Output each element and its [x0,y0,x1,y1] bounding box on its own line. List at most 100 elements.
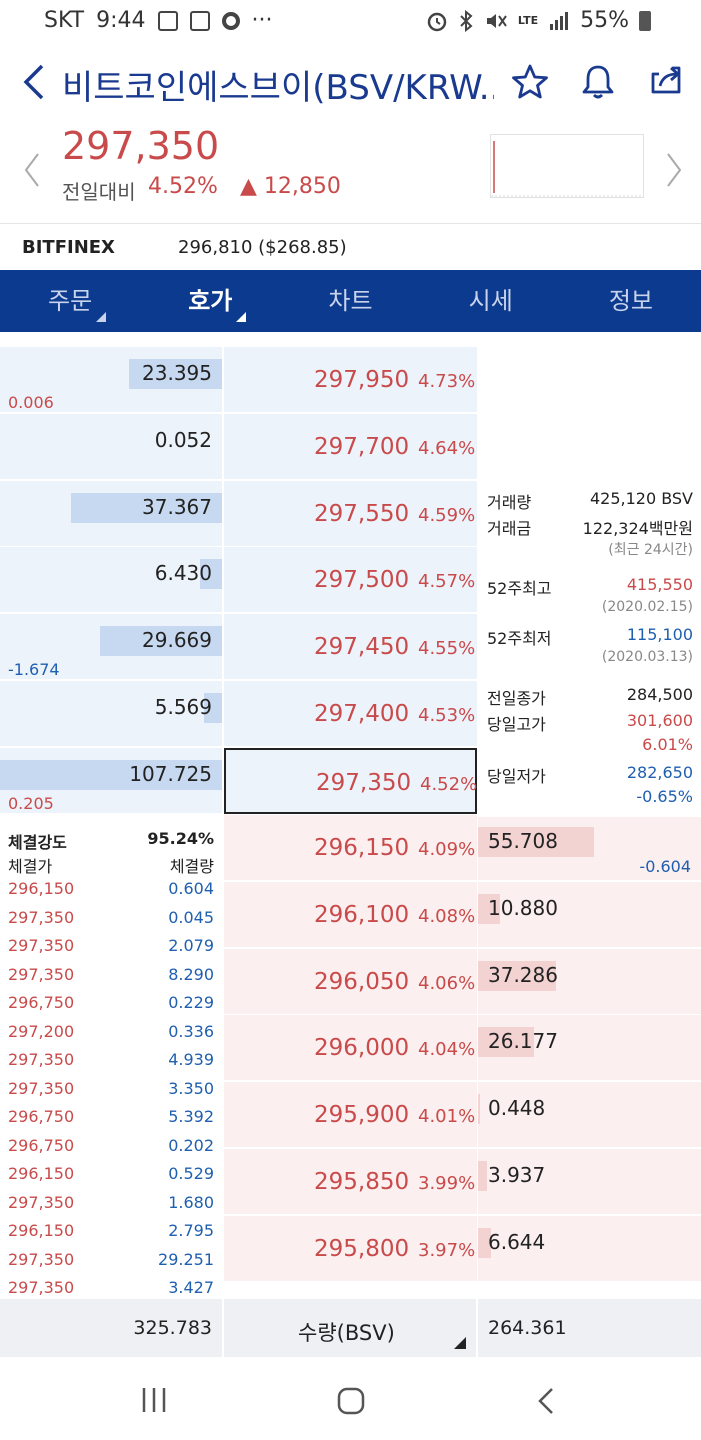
price-summary: 297,350 전일대비 4.52% ▲ 12,850 [0,120,701,224]
trade-row: 296,150 0.529 [0,1164,224,1192]
change-rate: 4.52% [148,174,218,199]
clock: 9:44 [96,8,146,33]
tab-orderbook-label: 호가 [188,287,233,315]
bid-qty-bar [478,827,594,857]
ask-price: 297,950 [314,367,410,393]
ask-qty: 107.725 [129,761,212,786]
ask-rate: 4.73% [418,371,476,392]
signal-icon [550,11,569,30]
tab-info[interactable]: 정보 [561,270,701,332]
carrier: SKT [44,8,85,33]
system-back-icon[interactable] [536,1386,556,1416]
trade-qty: 8.290 [168,964,214,984]
strength-value: 95.24% [147,829,214,848]
trade-qty: 2.795 [168,1221,214,1240]
ask-price: 297,350 [316,769,412,796]
share-icon[interactable] [646,62,686,102]
ask-qty-cell: 23.395 0.006 [0,347,222,413]
ask-row[interactable]: 6.430 297,500 4.57% [0,547,701,614]
bid-qty-cell: 10.880 [478,881,701,948]
bid-row[interactable]: 296,050 4.06% 37.286 [0,948,701,1015]
ask-qty: 5.569 [154,695,212,719]
prev-close-label: 전일종가 [487,689,546,708]
ask-qty-bar [199,559,222,590]
bid-qty: 0.448 [488,1096,546,1121]
bid-price-cell: 296,050 4.06% [224,948,477,1015]
bid-row[interactable]: 295,800 3.97% 6.644 [0,1215,701,1282]
unit-label: 수량(BSV) [298,1321,395,1345]
tab-orderbook[interactable]: 호가 [140,270,280,332]
trade-history: 체결강도 95.24% 체결가 체결량 296,150 0.604 297,350 0… [0,815,224,1299]
ask-qty-bar [99,626,222,657]
tab-quotes[interactable]: 시세 [421,270,561,332]
exchange-reference: BITFINEX 296,810 ($268.85) [0,225,701,269]
compare-label: 전일대비 [62,180,136,204]
trade-price: 297,350 [8,907,75,927]
ask-total: 325.783 [133,1317,212,1339]
prev-coin-arrow-icon[interactable] [22,152,42,188]
sim-card-icon [189,10,210,31]
day-high-rate: 6.01% [642,735,693,754]
bid-price-cell: 295,900 4.01% [224,1082,477,1149]
ask-row[interactable]: 107.725 0.205 297,350 4.52% [0,747,701,814]
bid-qty-bar [478,1094,481,1125]
next-coin-arrow-icon[interactable] [664,152,684,188]
ask-row[interactable]: 5.569 297,400 4.53% [0,681,701,747]
star-favorite-icon[interactable] [510,62,550,102]
bid-row[interactable]: 296,150 4.09% 55.708 -0.604 [0,815,701,881]
unit-selector[interactable]: 수량(BSV) [224,1299,476,1357]
bid-row[interactable]: 295,850 3.99% 3.937 [0,1149,701,1215]
alarm-icon [427,12,447,31]
tab-chart-label: 차트 [328,287,373,315]
bid-qty: 55.708 [488,829,558,853]
trade-row: 297,350 29.251 [0,1250,224,1278]
bid-row[interactable]: 295,900 4.01% 0.448 [0,1082,701,1149]
bid-rate: 3.97% [418,1239,476,1261]
bid-qty-cell: 37.286 [478,948,701,1015]
bid-row[interactable]: 296,100 4.08% 10.880 [0,881,701,948]
back-arrow-icon[interactable] [20,62,50,102]
trade-qty: 0.229 [168,993,214,1012]
trade-price: 297,350 [8,1278,75,1297]
dropdown-triangle-icon [96,312,107,322]
dropdown-triangle-icon [236,312,247,322]
ask-price: 297,450 [314,634,410,661]
trade-qty: 0.529 [168,1164,214,1183]
low52-label: 52주최저 [487,629,552,648]
current-price: 297,350 [62,124,220,168]
bell-alarm-icon[interactable] [578,62,618,102]
ask-price-cell: 297,400 4.53% [224,681,477,747]
bid-rate: 4.01% [418,1106,476,1128]
trade-qty: 0.045 [168,907,214,927]
ask-qty: 23.395 [142,361,212,385]
bid-qty-bar [478,893,501,924]
ask-row[interactable]: 0.052 297,700 4.64% [0,413,701,480]
period-note: (최근 24시간) [608,542,693,558]
day-low-value: 282,650 [626,763,693,782]
trade-price: 296,750 [8,1107,75,1126]
ask-rate: 4.52% [420,773,478,795]
mini-chart[interactable] [490,134,644,198]
status-bar: SKT 9:44 ··· LTE 55% [0,0,701,44]
ask-row[interactable]: 23.395 0.006 297,950 4.73% [0,347,701,413]
bid-price-cell: 296,000 4.04% [224,1015,477,1082]
ask-price-cell: 297,350 4.52% [224,747,478,814]
bid-row[interactable]: 296,000 4.04% 26.177 [0,1015,701,1082]
trade-row: 297,350 3.427 [0,1278,224,1306]
coin-title: 비트코인에스브이(BSV/KRW... [62,68,494,108]
ask-price: 297,700 [314,433,410,460]
ask-row[interactable]: 37.367 297,550 4.59% [0,480,701,547]
bluetooth-icon [460,9,473,32]
ask-rate: 4.64% [418,437,476,459]
bid-qty: 10.880 [488,895,558,920]
bid-total: 264.361 [488,1317,567,1339]
recent-apps-icon[interactable] [140,1386,168,1414]
home-icon[interactable] [336,1386,366,1416]
tab-chart[interactable]: 차트 [280,270,420,332]
tab-order[interactable]: 주문 [0,270,140,332]
trade-price: 296,150 [8,879,75,898]
ask-qty-cell: 37.367 [0,480,222,547]
ask-row[interactable]: 29.669 -1.674 297,450 4.55% [0,614,701,681]
bid-price: 295,900 [314,1102,410,1129]
trade-qty: 5.392 [168,1107,214,1126]
